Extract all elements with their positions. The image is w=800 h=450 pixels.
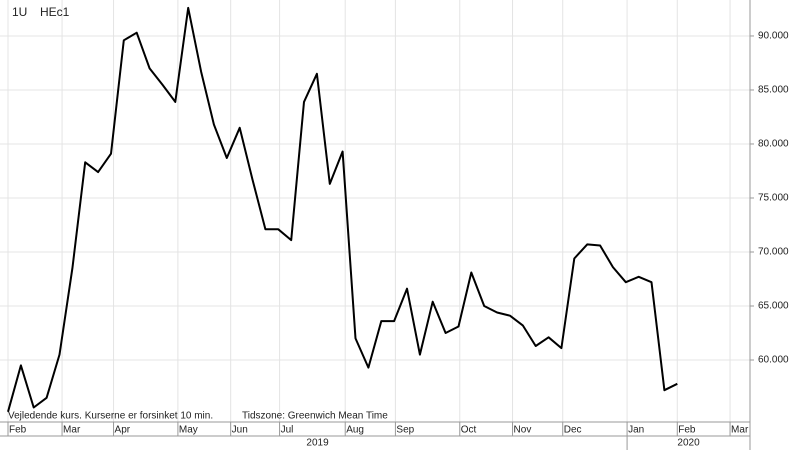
x-tick-label: Dec (564, 425, 582, 436)
x-tick-label: Sep (396, 425, 414, 436)
x-tick-label: Nov (514, 425, 532, 436)
y-tick-label: 90.000 (758, 31, 789, 42)
y-tick-label: 75.000 (758, 193, 789, 204)
x-tick-label: Mar (63, 425, 81, 436)
year-label: 2020 (677, 438, 700, 449)
x-tick-label: Feb (678, 425, 696, 436)
note: Vejledende kurs. Kurserne er forsinket 1… (8, 411, 213, 422)
y-tick-label: 80.000 (758, 139, 789, 150)
x-tick-label: Oct (461, 425, 477, 436)
y-tick-label: 65.000 (758, 301, 789, 312)
x-tick-label: Apr (115, 425, 131, 436)
x-tick-label: May (179, 425, 198, 436)
y-tick-label: 60.000 (758, 355, 789, 366)
x-tick-label: Mar (731, 425, 749, 436)
interval-label: 1U (12, 5, 27, 19)
year-label: 2019 (306, 438, 329, 449)
note: Tidszone: Greenwich Mean Time (242, 411, 388, 422)
x-tick-label: Jul (281, 425, 294, 436)
x-tick-label: Feb (9, 425, 27, 436)
chart-title: HEc1 (40, 5, 70, 19)
y-tick-label: 85.000 (758, 85, 789, 96)
price-line (7, 6, 678, 413)
x-tick-label: Jun (232, 425, 248, 436)
y-tick-label: 70.000 (758, 247, 789, 258)
x-tick-label: Aug (346, 425, 364, 436)
x-tick-label: Jan (628, 425, 644, 436)
